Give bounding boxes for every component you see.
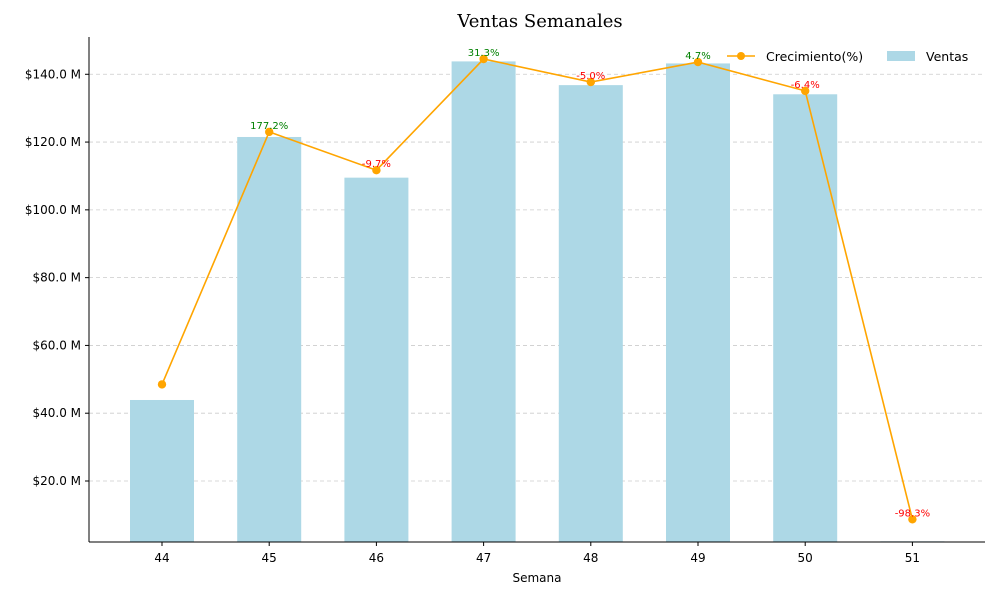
point-crecimiento-50 — [801, 86, 810, 96]
x-tick-label: 48 — [583, 551, 598, 565]
bars — [130, 61, 945, 543]
legend-bar-swatch — [887, 51, 915, 61]
bar-ventas-46 — [344, 177, 409, 542]
y-tick-label: $80.0 M — [32, 271, 81, 285]
y-tick-label: $20.0 M — [32, 474, 81, 488]
x-tick-label: 50 — [798, 551, 813, 565]
point-crecimiento-46 — [372, 165, 381, 175]
x-tick-label: 49 — [690, 551, 705, 565]
legend-marker-swatch — [737, 52, 745, 60]
x-tick-label: 51 — [905, 551, 920, 565]
growth-label-46: -9.7% — [362, 159, 391, 170]
grid-lines — [89, 73, 985, 482]
data-labels: 177.2% -9.7% 31.3% -5.0% 4.7% -6.4% -98.3% — [250, 48, 930, 519]
x-tick-label: 45 — [262, 551, 277, 565]
x-tick-label: 46 — [369, 551, 384, 565]
y-tick-label: $40.0 M — [32, 406, 81, 420]
growth-label-45: 177.2% — [250, 121, 288, 132]
bar-ventas-45 — [237, 136, 302, 542]
legend-label-growth: Crecimiento(%) — [766, 49, 863, 64]
x-axis-label: Semana — [512, 571, 561, 585]
line-crecimiento — [161, 58, 914, 520]
point-crecimiento-44 — [157, 380, 167, 389]
growth-label-50: -6.4% — [791, 80, 820, 91]
x-tick-label: 44 — [154, 551, 169, 565]
ticks: $20.0 M $40.0 M $60.0 M $80.0 M $100.0 M $120… — [25, 67, 920, 565]
growth-label-51: -98.3% — [895, 508, 930, 519]
bar-ventas-49 — [666, 63, 730, 542]
y-tick-label: $100.0 M — [25, 203, 81, 217]
bar-ventas-50 — [773, 94, 838, 542]
point-crecimiento-48 — [586, 77, 595, 87]
growth-label-49: 4.7% — [685, 51, 710, 62]
bar-ventas-44 — [130, 399, 194, 542]
legend-label-sales: Ventas — [926, 49, 968, 64]
point-crecimiento-47 — [479, 54, 488, 64]
axes — [88, 37, 985, 543]
growth-line — [157, 54, 917, 524]
point-crecimiento-49 — [693, 57, 703, 67]
x-tick-label: 47 — [476, 551, 491, 565]
bar-ventas-48 — [558, 85, 623, 543]
point-crecimiento-45 — [265, 127, 274, 137]
y-tick-label: $140.0 M — [25, 67, 81, 81]
legend: Crecimiento(%) Ventas — [727, 49, 968, 64]
growth-label-47: 31.3% — [468, 48, 500, 59]
y-tick-label: $120.0 M — [25, 135, 81, 149]
growth-label-48: -5.0% — [576, 71, 605, 82]
bar-ventas-47 — [451, 61, 516, 543]
y-tick-label: $60.0 M — [32, 338, 81, 352]
chart-title: Ventas Semanales — [457, 11, 623, 32]
point-crecimiento-51 — [908, 515, 917, 524]
